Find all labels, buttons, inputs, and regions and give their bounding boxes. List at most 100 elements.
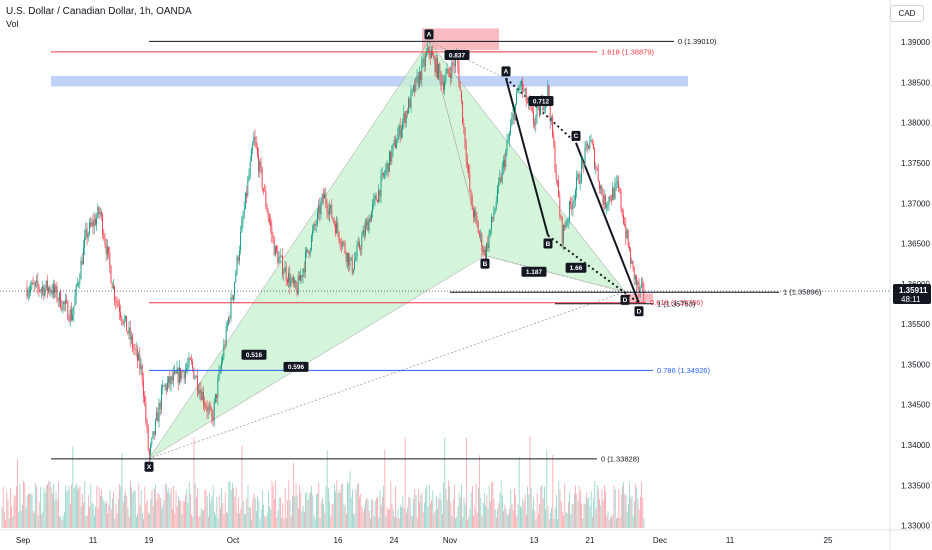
volume-bar — [312, 495, 314, 528]
volume-bar — [43, 487, 45, 528]
candle-body — [337, 222, 339, 232]
volume-bar — [71, 484, 72, 528]
volume-bar — [565, 512, 567, 528]
volume-bar — [144, 486, 146, 528]
volume-bars — [1, 436, 645, 528]
volume-bar — [296, 495, 298, 528]
candle-body — [552, 116, 554, 137]
candle-body — [175, 371, 177, 374]
candle-body — [150, 444, 152, 456]
candle-body — [166, 382, 168, 391]
candle-body — [38, 286, 40, 291]
volume-bar — [637, 498, 639, 528]
volume-bar — [532, 509, 533, 528]
volume-bar — [616, 518, 617, 528]
pattern-labels-layer: X A B D A B C D 0.837 0.516 0.596 1.187 1.66 0.712 — [144, 29, 644, 472]
volume-bar — [402, 496, 404, 528]
candle-body — [465, 146, 467, 162]
volume-bar — [620, 493, 622, 528]
volume-bar — [166, 484, 167, 528]
volume-bar — [636, 487, 638, 528]
candle-body — [474, 210, 476, 218]
candle-body — [477, 222, 479, 233]
candle-body — [536, 107, 538, 117]
volume-bar — [252, 498, 254, 528]
volume-bar — [560, 500, 562, 528]
volume-bar — [270, 509, 272, 528]
candle-body — [454, 57, 456, 67]
candle-body — [309, 249, 311, 255]
candle-body — [582, 161, 584, 163]
volume-bar — [228, 481, 230, 528]
volume-bar — [613, 485, 615, 528]
volume-bar — [22, 504, 23, 528]
volume-bar — [220, 508, 221, 528]
candle-body — [572, 201, 574, 210]
candle-body — [310, 236, 312, 250]
candle-body — [194, 377, 196, 379]
volume-bar — [208, 516, 209, 528]
volume-bar — [467, 519, 468, 528]
candle-body — [565, 225, 567, 228]
time-tick-2: 19 — [145, 536, 154, 545]
volume-bar — [82, 493, 83, 528]
point2-label-b-bg — [543, 238, 553, 249]
volume-bar — [510, 488, 512, 528]
volume-bar — [308, 493, 310, 528]
candle-body — [592, 143, 594, 149]
point2-label-a-bg — [501, 66, 511, 77]
volume-bar — [456, 516, 458, 528]
candle-body — [430, 52, 432, 58]
volume-bar — [46, 485, 47, 528]
volume-bar — [59, 517, 60, 528]
candle-body — [406, 111, 408, 113]
candle-body — [550, 116, 552, 122]
volume-bar — [575, 485, 576, 528]
time-axis[interactable]: Sep 11 19 Oct 16 24 Nov 13 21 Dec 11 25 — [0, 529, 932, 545]
volume-bar — [480, 497, 482, 528]
candle-body — [235, 273, 237, 283]
candle-body — [266, 205, 268, 212]
candle-body — [570, 201, 572, 205]
volume-bar — [511, 503, 513, 528]
candle-body — [216, 394, 218, 398]
candle-body — [614, 183, 616, 199]
volume-bar — [505, 508, 507, 528]
pattern-xab-fill — [148, 40, 486, 459]
volume-bar — [276, 517, 278, 528]
symbol-title: U.S. Dollar / Canadian Dollar, 1h, OANDA — [6, 6, 192, 17]
volume-bar — [32, 511, 34, 528]
volume-bar — [418, 489, 419, 528]
abcd-ab-leg — [505, 78, 549, 236]
candle-body — [422, 59, 424, 62]
candle-body — [369, 218, 371, 222]
candle-body — [556, 179, 558, 182]
candle-body — [46, 280, 48, 291]
volume-bar — [142, 513, 143, 528]
point-label-x: X — [147, 464, 152, 471]
candle-body — [601, 185, 603, 195]
candle-body — [507, 139, 509, 142]
candle-body — [70, 309, 72, 320]
candle-body — [54, 284, 56, 293]
candle-body — [208, 407, 210, 409]
currency-button[interactable]: CAD — [890, 5, 924, 22]
volume-bar — [7, 499, 9, 528]
candle-body — [163, 385, 165, 387]
volume-bar — [174, 513, 176, 528]
price-tag-bg — [893, 284, 931, 305]
candle-body — [28, 290, 30, 294]
candle-body — [519, 85, 521, 87]
candle-body — [162, 385, 164, 389]
price-axis[interactable]: 1.39000 1.38500 1.38000 1.37500 1.37000 1.365… — [889, 0, 931, 550]
volume-bar — [101, 489, 102, 528]
volume-bar — [568, 502, 569, 528]
volume-bar — [235, 486, 237, 528]
point-label-a: A — [427, 32, 432, 39]
volume-bar — [451, 516, 453, 528]
candle-body — [322, 194, 324, 199]
candle-body — [66, 300, 68, 302]
volume-bar — [172, 509, 173, 528]
volume-bar — [84, 481, 86, 528]
